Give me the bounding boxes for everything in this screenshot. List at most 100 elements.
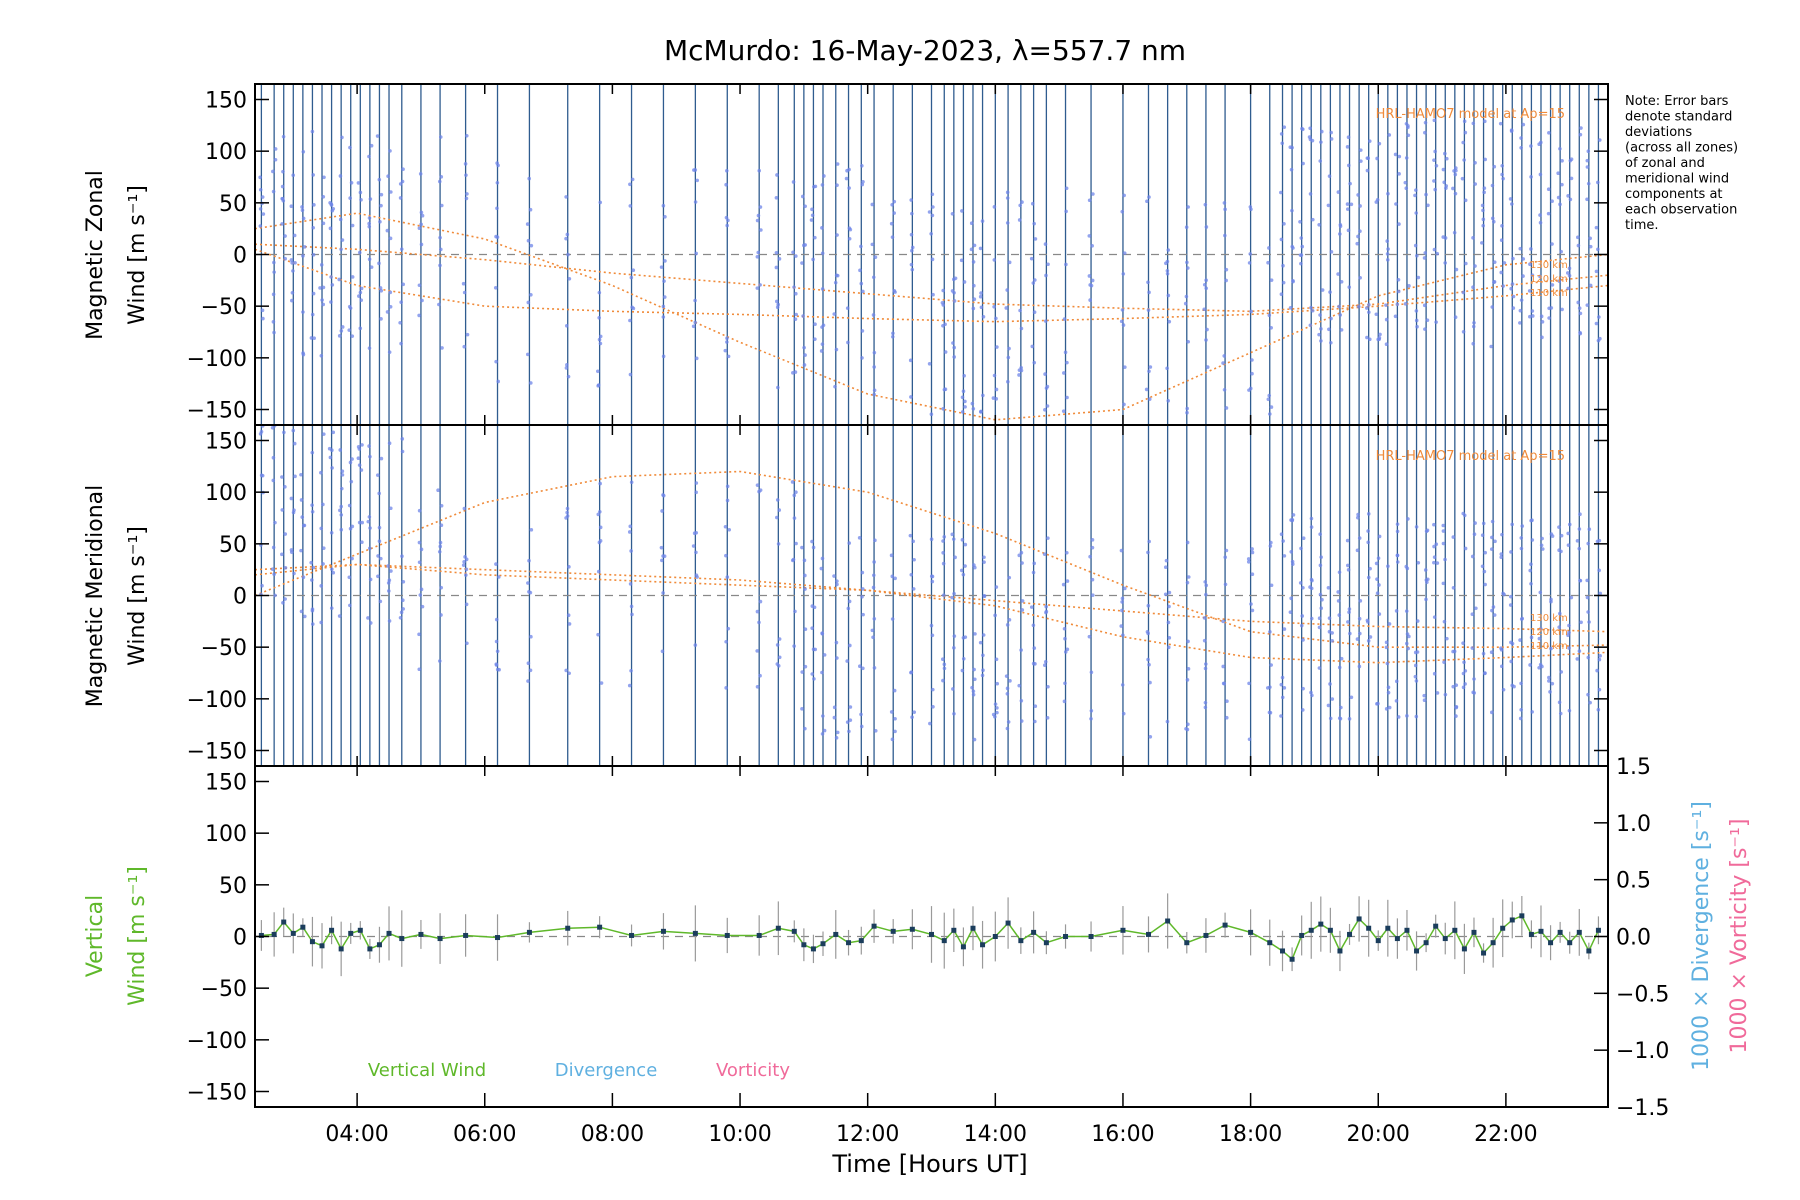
- wind-point: [1546, 211, 1551, 216]
- wind-point: [310, 450, 315, 455]
- wind-point: [661, 493, 666, 498]
- wind-point: [1281, 280, 1286, 285]
- vertical-wind-point: [1423, 940, 1429, 946]
- wind-point: [940, 657, 945, 662]
- wind-point: [1356, 234, 1360, 239]
- wind-point: [1481, 223, 1485, 228]
- wind-point: [1367, 302, 1371, 307]
- y2-tick-label: 1.0: [1616, 812, 1651, 837]
- wind-point: [1087, 198, 1092, 203]
- wind-point: [890, 574, 895, 579]
- wind-point: [1461, 330, 1466, 334]
- wind-point: [597, 316, 601, 320]
- wind-point: [417, 540, 422, 545]
- wind-point: [564, 324, 569, 328]
- wind-point: [1473, 182, 1478, 186]
- wind-point: [1596, 180, 1600, 185]
- wind-point: [628, 582, 633, 586]
- wind-point: [1569, 157, 1574, 162]
- wind-point: [971, 406, 976, 411]
- wind-point: [1310, 693, 1314, 698]
- wind-point: [630, 612, 634, 617]
- note-line: denote standard: [1625, 110, 1732, 125]
- wind-point: [1090, 538, 1095, 542]
- y2-tick-label: −1.0: [1616, 1039, 1669, 1064]
- wind-point: [1547, 679, 1551, 683]
- wind-point: [1397, 172, 1401, 176]
- wind-point: [972, 667, 976, 672]
- wind-point: [1490, 519, 1495, 524]
- wind-point: [1414, 525, 1419, 529]
- wind-point: [813, 184, 818, 189]
- wind-point: [321, 502, 325, 507]
- vertical-wind-point: [1043, 940, 1049, 946]
- wind-point: [1550, 199, 1554, 204]
- wind-point: [661, 591, 665, 595]
- wind-point: [726, 354, 731, 359]
- y-tick-label: 0: [233, 244, 247, 269]
- wind-point: [1045, 404, 1050, 408]
- wind-point: [725, 340, 729, 344]
- wind-point: [1441, 529, 1446, 533]
- wind-point: [661, 554, 665, 558]
- wind-point: [1203, 202, 1208, 207]
- wind-point: [1414, 714, 1419, 719]
- wind-point: [1147, 662, 1151, 667]
- wind-point: [994, 657, 999, 662]
- wind-point: [1269, 278, 1274, 282]
- wind-point: [1549, 597, 1553, 602]
- wind-point: [495, 161, 499, 165]
- wind-point: [909, 232, 914, 237]
- x-tick-label: 18:00: [1219, 1122, 1282, 1147]
- wind-point: [337, 277, 341, 282]
- wind-point: [820, 287, 825, 291]
- wind-point: [417, 313, 421, 318]
- vertical-panel: 150100500−50−100−1501.51.00.50.0−0.5−1.0…: [83, 755, 1752, 1121]
- wind-point: [565, 506, 570, 511]
- wind-point: [331, 570, 336, 575]
- wind-point: [912, 710, 917, 714]
- wind-point: [813, 322, 817, 327]
- wind-point: [310, 510, 315, 514]
- wind-point: [1366, 639, 1371, 643]
- wind-point: [971, 306, 976, 311]
- wind-point: [1502, 592, 1506, 597]
- x-axis-label: Time [Hours UT]: [831, 1150, 1027, 1178]
- wind-point: [930, 192, 935, 197]
- wind-point: [1185, 540, 1190, 545]
- wind-point: [1588, 283, 1593, 288]
- vertical-wind-point: [1538, 928, 1544, 934]
- model-altitude-label: 130 km: [1530, 260, 1568, 271]
- x-tick-label: 20:00: [1347, 1122, 1410, 1147]
- vertical-wind-point: [290, 930, 296, 936]
- wind-point: [1396, 289, 1401, 294]
- wind-point: [1280, 141, 1285, 146]
- wind-point: [930, 213, 935, 218]
- wind-point: [439, 523, 444, 528]
- wind-point: [941, 561, 946, 566]
- vertical-wind-point: [399, 936, 405, 942]
- wind-point: [310, 129, 315, 134]
- wind-point: [1586, 541, 1591, 546]
- wind-point: [258, 175, 262, 180]
- wind-point: [1566, 286, 1571, 291]
- wind-point: [1519, 298, 1524, 302]
- wind-point: [1204, 583, 1209, 588]
- wind-point: [1441, 167, 1446, 172]
- wind-point: [1329, 130, 1333, 135]
- wind-point: [1280, 695, 1285, 700]
- wind-point: [1540, 664, 1544, 669]
- vorticity-axis-label: 1000 × Vorticity [s⁻¹]: [1727, 819, 1752, 1054]
- wind-point: [960, 209, 964, 213]
- wind-point: [1423, 327, 1427, 331]
- wind-point: [1529, 635, 1534, 640]
- wind-point: [1432, 247, 1437, 252]
- y-tick-label: 0: [233, 585, 247, 610]
- wind-point: [1489, 547, 1494, 551]
- wind-point: [992, 373, 997, 378]
- wind-point: [360, 443, 364, 447]
- wind-point: [368, 526, 372, 530]
- wind-point: [1065, 360, 1069, 365]
- wind-point: [1031, 570, 1036, 575]
- wind-point: [290, 298, 294, 303]
